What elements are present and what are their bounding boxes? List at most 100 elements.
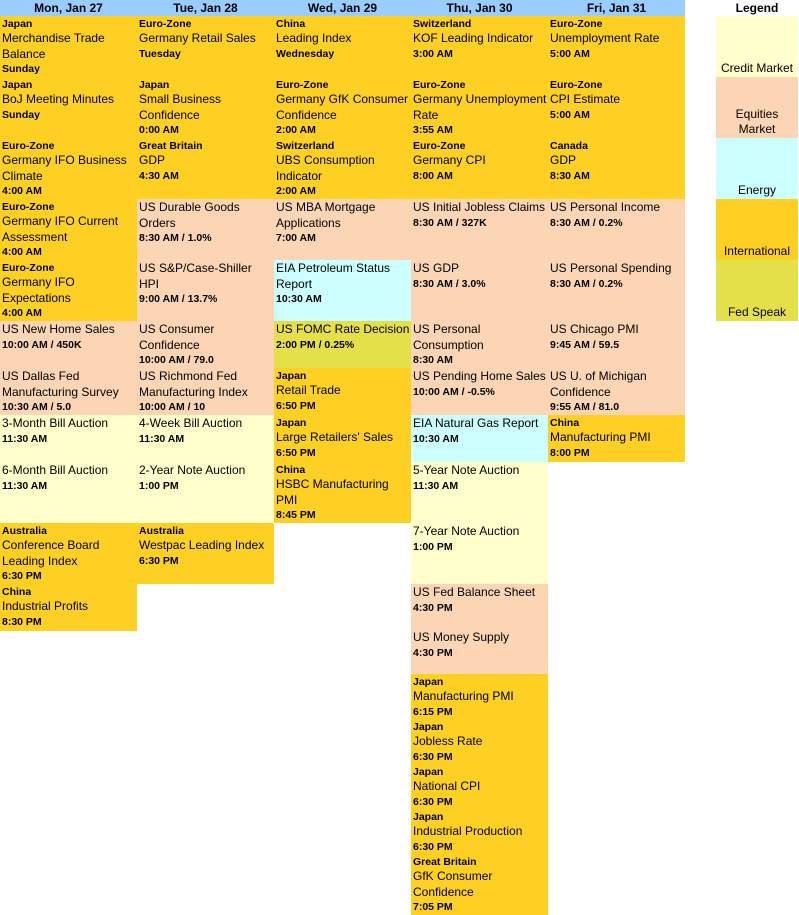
event-title: Unemployment Rate xyxy=(550,31,660,45)
event-boj-meeting-minutes: Japan BoJ Meeting Minutes Sunday xyxy=(0,77,137,138)
event-cpi-estimate: Euro-Zone CPI Estimate 5:00 AM xyxy=(548,77,685,138)
event-us-chicago-pmi: US Chicago PMI 9:45 AM / 59.5 xyxy=(548,321,685,368)
event-title: Germany Retail Sales xyxy=(139,31,256,45)
event-detail: 8:30 AM / 0.2% xyxy=(550,277,623,290)
event-region: Euro-Zone xyxy=(413,140,466,152)
event-detail: 8:00 PM xyxy=(550,446,590,459)
event-detail: 4:00 AM xyxy=(2,185,42,197)
event-detail: 6:50 PM xyxy=(276,399,316,412)
event-gfk-consumer-confidence: Great Britain GfK Consumer Confidence 7:05… xyxy=(411,854,548,915)
event-title: EIA Natural Gas Report xyxy=(413,416,539,430)
event-title: US Dallas Fed Manufacturing Survey xyxy=(2,369,119,399)
event-region: China xyxy=(276,464,306,476)
event-2-year-note-auction: 2-Year Note Auction 1:00 PM xyxy=(137,462,274,523)
event-region: Euro-Zone xyxy=(2,140,55,152)
event-title: Small Business Confidence xyxy=(139,92,222,122)
event-title: Germany IFO Current Assessment xyxy=(2,214,119,244)
event-detail: 8:30 AM / 1.0% xyxy=(139,232,212,244)
event-detail: 8:30 AM / 3.0% xyxy=(413,277,486,290)
day-header-thu: Thu, Jan 30 xyxy=(411,0,548,16)
event-title: National CPI xyxy=(413,779,481,793)
event-title: 7-Year Note Auction xyxy=(413,524,520,538)
event-region: Euro-Zone xyxy=(139,18,192,30)
event-detail: 0:00 AM xyxy=(139,124,179,136)
event-region: Euro-Zone xyxy=(550,79,603,91)
event-title: GDP xyxy=(550,153,577,167)
event-detail: 5:00 AM xyxy=(550,47,590,60)
event-detail: 11:30 AM xyxy=(139,432,185,445)
event-us-s-p-case-shiller-hpi: US S&P/Case-Shiller HPI 9:00 AM / 13.7% xyxy=(137,260,274,321)
event-title: GfK Consumer Confidence xyxy=(413,869,493,899)
event-region: Euro-Zone xyxy=(276,79,329,91)
event-region: Japan xyxy=(139,79,170,91)
event-detail: 4:30 PM xyxy=(413,646,453,659)
event-us-personal-consumption: US Personal Consumption 8:30 AM xyxy=(411,321,548,368)
legend-credit-market: Credit Market xyxy=(716,16,798,77)
event-detail: 4:00 AM xyxy=(2,246,42,258)
event-kof-leading-indicator: Switzerland KOF Leading Indicator 3:00 AM xyxy=(411,16,548,77)
event-large-retailers-sales: Japan Large Retailers' Sales 6:50 PM xyxy=(274,415,411,462)
legend-title: Legend xyxy=(735,1,779,15)
event-title: US Durable Goods Orders xyxy=(139,200,240,230)
event-title: Germany Unemployment Rate xyxy=(413,92,547,122)
event-detail: 8:45 PM xyxy=(276,509,316,521)
event-us-u-of-michigan-confidence: US U. of Michigan Confidence 9:55 AM / 81… xyxy=(548,368,685,415)
event-region: Australia xyxy=(139,525,184,537)
event-title: Westpac Leading Index xyxy=(139,538,265,552)
legend-label: Fed Speak xyxy=(727,305,787,319)
event-ubs-consumption-indicator: Switzerland UBS Consumption Indicator 2:00… xyxy=(274,138,411,199)
event-region: Australia xyxy=(2,525,47,537)
event-us-mba-mortgage-applications: US MBA Mortgage Applications 7:00 AM xyxy=(274,199,411,260)
event-region: China xyxy=(2,586,32,598)
event-region: China xyxy=(550,417,580,429)
event-germany-unemployment-rate: Euro-Zone Germany Unemployment Rate 3:55 A… xyxy=(411,77,548,138)
event-region: Japan xyxy=(276,370,307,382)
event-manufacturing-pmi: China Manufacturing PMI 8:00 PM xyxy=(548,415,685,462)
event-us-consumer-confidence: US Consumer Confidence 10:00 AM / 79.0 xyxy=(137,321,274,368)
event-title: US Initial Jobless Claims xyxy=(413,200,546,214)
event-title: Germany IFO Expectations xyxy=(2,275,75,305)
event-detail: 11:30 AM xyxy=(2,432,48,445)
event-region: Canada xyxy=(550,140,588,152)
event-us-fomc-rate-decision: US FOMC Rate Decision 2:00 PM / 0.25% xyxy=(274,321,411,368)
event-detail: 10:00 AM / 79.0 xyxy=(139,354,214,366)
event-title: 2-Year Note Auction xyxy=(139,463,246,477)
event-title: Manufacturing PMI xyxy=(550,430,651,444)
event-title: Manufacturing PMI xyxy=(413,689,514,703)
event-us-new-home-sales: US New Home Sales 10:00 AM / 450K xyxy=(0,321,137,368)
event-title: US Richmond Fed Manufacturing Index xyxy=(139,369,248,399)
legend-label: Energy xyxy=(737,183,777,197)
event-region: Japan xyxy=(413,721,444,733)
event-us-pending-home-sales: US Pending Home Sales 10:00 AM / -0.5% xyxy=(411,368,548,415)
event-title: US Pending Home Sales xyxy=(413,369,546,383)
event-detail: 11:30 AM xyxy=(413,479,459,492)
legend-equities-market: Equities Market xyxy=(716,77,798,138)
day-header-fri: Fri, Jan 31 xyxy=(548,0,685,16)
event-title: Germany IFO Business Climate xyxy=(2,153,127,183)
event-gdp: Canada GDP 8:30 AM xyxy=(548,138,685,199)
event-detail: 6:30 PM xyxy=(139,554,179,567)
event-us-initial-jobless-claims: US Initial Jobless Claims 8:30 AM / 327K xyxy=(411,199,548,260)
event-title: US U. of Michigan Confidence xyxy=(550,369,647,399)
event-hsbc-manufacturing-pmi: China HSBC Manufacturing PMI 8:45 PM xyxy=(274,462,411,523)
event-detail: 4:00 AM xyxy=(2,307,42,319)
event-detail: 3:55 AM xyxy=(413,124,453,136)
event-detail: 8:30 AM xyxy=(413,354,453,366)
event-title: BoJ Meeting Minutes xyxy=(2,92,115,106)
event-detail: 6:30 PM xyxy=(413,840,453,853)
event-industrial-production: Japan Industrial Production 6:30 PM xyxy=(411,809,548,854)
event-detail: 4:30 AM xyxy=(139,169,179,182)
event-title: US New Home Sales xyxy=(2,322,115,336)
event-conference-board-leading-index: Australia Conference Board Leading Index 6… xyxy=(0,523,137,584)
event-detail: Tuesday xyxy=(139,47,181,60)
event-detail: 10:00 AM / 450K xyxy=(2,338,82,351)
day-column-fri: Euro-Zone Unemployment Rate 5:00 AM Euro-Zo… xyxy=(548,16,685,462)
event-detail: 9:45 AM / 59.5 xyxy=(550,338,620,351)
event-germany-retail-sales: Euro-Zone Germany Retail Sales Tuesday xyxy=(137,16,274,77)
event-westpac-leading-index: Australia Westpac Leading Index 6:30 PM xyxy=(137,523,274,584)
event-region: Euro-Zone xyxy=(2,262,55,274)
day-column-mon: Japan Merchandise Trade Balance Sunday Japa… xyxy=(0,16,137,631)
event-7-year-note-auction: 7-Year Note Auction 1:00 PM xyxy=(411,523,548,584)
event-detail: 10:30 AM xyxy=(276,293,322,305)
event-detail: 2:00 PM / 0.25% xyxy=(276,338,355,351)
